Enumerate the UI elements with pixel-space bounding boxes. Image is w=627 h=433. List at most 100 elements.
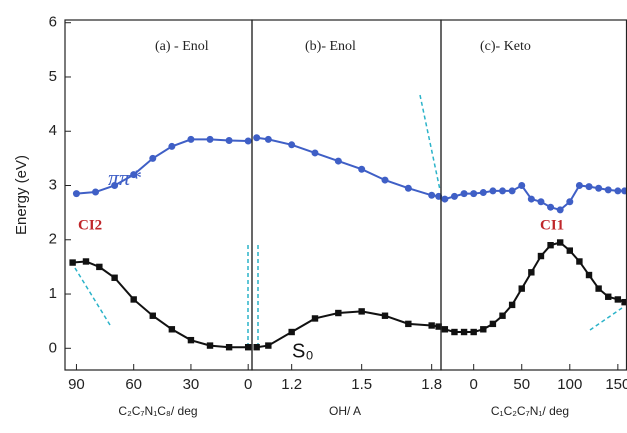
- point: [187, 136, 194, 143]
- annotation: ππ*: [108, 165, 141, 190]
- point: [226, 137, 233, 144]
- point: [451, 193, 458, 200]
- x-tick-label: 60: [125, 376, 142, 393]
- y-tick-label: 6: [49, 14, 57, 31]
- point: [528, 196, 535, 203]
- x-tick-label: 0: [470, 376, 478, 393]
- point: [595, 285, 601, 291]
- point: [253, 134, 260, 141]
- chart: (a) - EnolC₂C₇N₁C₈/ deg90603000123456Ene…: [0, 0, 627, 433]
- point: [405, 321, 411, 327]
- point: [461, 329, 467, 335]
- point: [265, 342, 271, 348]
- point: [265, 136, 272, 143]
- point: [245, 138, 252, 145]
- point: [499, 187, 506, 194]
- x-tick-label: 0: [244, 376, 252, 393]
- x-axis-label: C₂C₇N₁C₈/ deg: [118, 404, 197, 418]
- point: [547, 242, 553, 248]
- point: [519, 285, 525, 291]
- y-tick-label: 4: [49, 122, 57, 139]
- point: [168, 143, 175, 150]
- point: [451, 329, 457, 335]
- point: [335, 158, 342, 165]
- point: [586, 183, 593, 190]
- point: [442, 326, 448, 332]
- point: [586, 272, 592, 278]
- point: [595, 185, 602, 192]
- point: [441, 196, 448, 203]
- y-tick-label: 1: [49, 285, 57, 302]
- point: [111, 275, 117, 281]
- series-line: [76, 139, 248, 193]
- point: [312, 315, 318, 321]
- y-tick-label: 3: [49, 176, 57, 193]
- annotation: CI2: [78, 217, 102, 233]
- point: [288, 329, 294, 335]
- point: [130, 296, 136, 302]
- y-tick-label: 5: [49, 68, 57, 85]
- point: [358, 166, 365, 173]
- point: [490, 321, 496, 327]
- point: [605, 186, 612, 193]
- point: [207, 136, 214, 143]
- point: [69, 259, 75, 265]
- point: [335, 310, 341, 316]
- panel-title: (c)- Keto: [480, 39, 531, 54]
- point: [149, 155, 156, 162]
- series-line: [257, 311, 439, 347]
- point: [428, 192, 435, 199]
- x-axis-label: C₁C₂C₇N₁/ deg: [491, 404, 569, 418]
- panel-frame: [252, 20, 441, 370]
- point: [312, 149, 319, 156]
- point: [605, 294, 611, 300]
- point: [480, 326, 486, 332]
- point: [557, 239, 563, 245]
- annotation: CI1: [540, 217, 564, 233]
- x-tick-label: 1.5: [351, 376, 372, 393]
- point: [509, 302, 515, 308]
- annotation: S₀: [292, 340, 314, 362]
- x-tick-label: 90: [68, 376, 85, 393]
- arrow: [420, 95, 440, 190]
- x-tick-label: 150: [605, 376, 627, 393]
- point: [428, 322, 434, 328]
- point: [547, 204, 554, 211]
- point: [461, 190, 468, 197]
- series-line: [73, 261, 249, 347]
- point: [226, 344, 232, 350]
- point: [96, 264, 102, 270]
- point: [566, 198, 573, 205]
- x-tick-label: 30: [183, 376, 200, 393]
- point: [288, 141, 295, 148]
- x-tick-label: 1.8: [421, 376, 442, 393]
- y-tick-label: 0: [49, 339, 57, 356]
- point: [245, 344, 251, 350]
- panel-frame: [65, 20, 252, 370]
- point: [528, 269, 534, 275]
- point: [73, 190, 80, 197]
- y-axis-label: Energy (eV): [13, 155, 30, 235]
- point: [557, 206, 564, 213]
- point: [470, 190, 477, 197]
- point: [538, 253, 544, 259]
- point: [615, 296, 621, 302]
- point: [83, 258, 89, 264]
- point: [509, 187, 516, 194]
- point: [150, 313, 156, 319]
- point: [358, 308, 364, 314]
- x-tick-label: 1.2: [281, 376, 302, 393]
- x-tick-label: 100: [557, 376, 582, 393]
- arrow: [75, 268, 110, 325]
- y-tick-label: 2: [49, 231, 57, 248]
- x-axis-label: OH/ A: [329, 404, 361, 418]
- x-tick-label: 50: [513, 376, 530, 393]
- point: [614, 187, 621, 194]
- point: [537, 198, 544, 205]
- point: [207, 342, 213, 348]
- point: [405, 185, 412, 192]
- point: [188, 337, 194, 343]
- point: [382, 313, 388, 319]
- point: [518, 182, 525, 189]
- point: [480, 189, 487, 196]
